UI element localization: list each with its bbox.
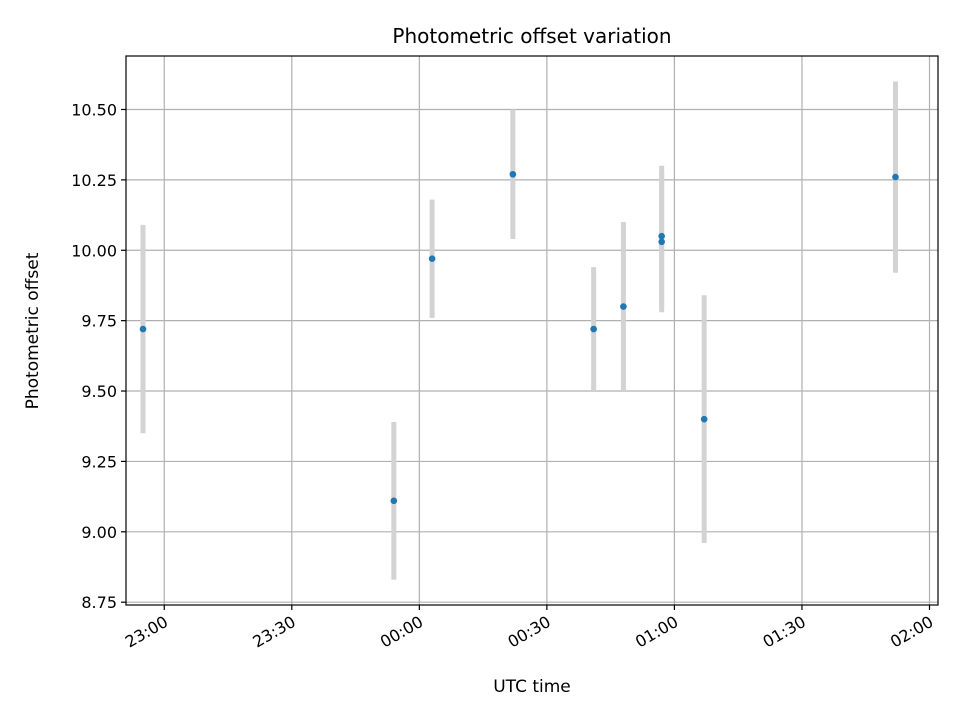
y-tick-label: 10.25 bbox=[71, 171, 117, 190]
y-tick-label: 9.75 bbox=[81, 312, 117, 331]
y-axis-label: Photometric offset bbox=[23, 252, 43, 409]
y-axis-ticks: 8.75 9.00 9.25 9.50 9.75 10.00 10.25 10.50 bbox=[71, 100, 126, 612]
chart-title: Photometric offset variation bbox=[392, 24, 671, 48]
data-point bbox=[700, 415, 708, 423]
y-tick-label: 9.00 bbox=[81, 523, 117, 542]
data-point bbox=[658, 238, 665, 246]
data-point bbox=[509, 170, 517, 178]
y-tick-label: 8.75 bbox=[81, 593, 117, 612]
y-tick-label: 10.50 bbox=[71, 100, 117, 119]
data-point bbox=[390, 497, 398, 505]
y-tick-label: 9.25 bbox=[81, 452, 117, 471]
data-point bbox=[139, 325, 147, 333]
data-point bbox=[892, 173, 899, 181]
data-points bbox=[139, 170, 899, 505]
grid bbox=[126, 56, 938, 605]
x-axis-label: UTC time bbox=[493, 677, 571, 697]
data-point bbox=[658, 232, 665, 240]
y-tick-label: 9.50 bbox=[81, 382, 117, 401]
data-point bbox=[590, 325, 597, 333]
data-point bbox=[428, 255, 436, 263]
data-point bbox=[620, 303, 627, 310]
plot-frame bbox=[125, 55, 939, 606]
y-tick-label: 10.00 bbox=[71, 241, 117, 260]
